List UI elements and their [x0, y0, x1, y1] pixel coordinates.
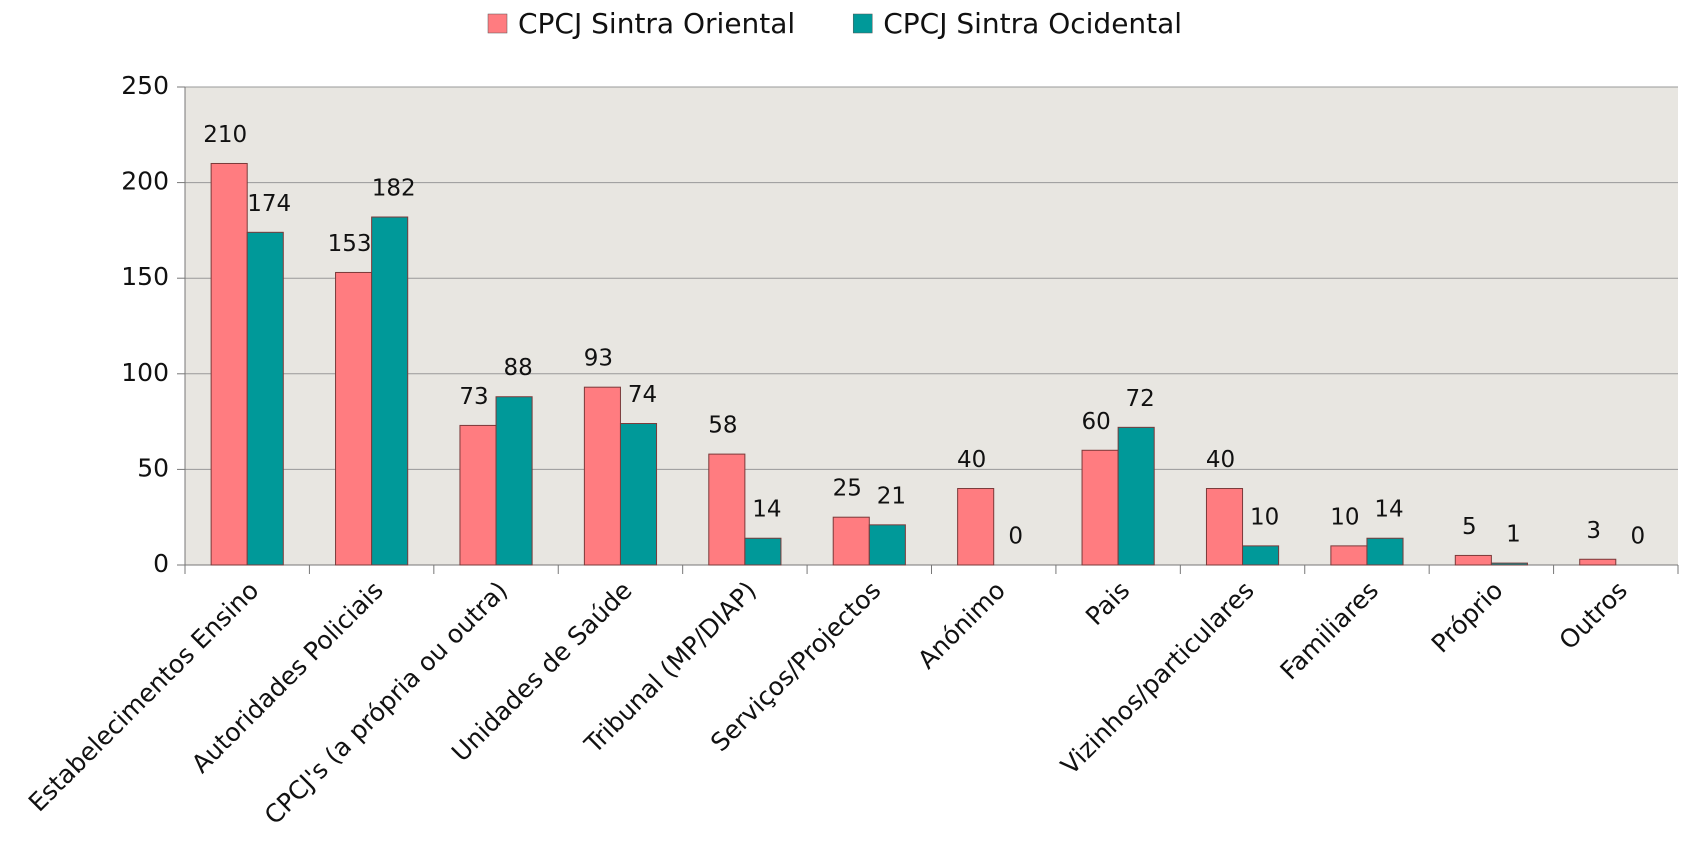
value-label: 10 — [1330, 504, 1359, 530]
bar — [1366, 537, 1404, 566]
bar — [1205, 488, 1244, 566]
value-label: 93 — [584, 346, 613, 372]
value-label: 182 — [372, 176, 416, 202]
value-label: 88 — [503, 355, 532, 381]
value-label: 0 — [1008, 524, 1023, 550]
value-label: 153 — [328, 231, 372, 257]
value-label: 5 — [1462, 514, 1477, 540]
x-tick-label: CPCJ's (a própria ou outra) — [259, 576, 513, 830]
value-label: 10 — [1250, 504, 1279, 530]
bar — [868, 524, 906, 566]
value-label: 174 — [247, 191, 291, 217]
value-label: 73 — [459, 384, 488, 410]
value-label: 1 — [1506, 522, 1521, 548]
bar — [619, 423, 658, 566]
bar — [459, 424, 497, 566]
value-label: 72 — [1126, 386, 1155, 412]
value-label: 210 — [203, 122, 247, 148]
value-label: 60 — [1081, 409, 1110, 435]
bar — [583, 386, 621, 566]
bar — [1117, 426, 1155, 566]
x-tick-label: Familiares — [1275, 576, 1385, 686]
value-label: 0 — [1631, 524, 1646, 550]
x-tick-label: Estabelecimentos Ensino — [23, 576, 265, 818]
y-tick-label: 200 — [121, 167, 169, 196]
legend-swatch — [487, 13, 508, 34]
value-label: 21 — [877, 483, 906, 509]
value-label: 74 — [628, 382, 657, 408]
bar — [371, 216, 409, 566]
x-tick-label: Pais — [1080, 576, 1135, 631]
bar — [708, 453, 746, 566]
bar — [246, 231, 284, 566]
y-tick-label: 250 — [121, 71, 169, 100]
x-tick-label: Próprio — [1426, 576, 1509, 659]
bar — [1242, 545, 1280, 566]
bar — [1454, 554, 1492, 566]
x-tick-label: Outros — [1554, 576, 1633, 655]
value-label: 25 — [833, 476, 862, 502]
bar — [744, 537, 782, 566]
plot-area — [185, 87, 1678, 565]
bar — [495, 396, 533, 566]
bar — [832, 516, 870, 566]
x-tick-label: Anónimo — [912, 576, 1011, 675]
y-tick-label: 150 — [121, 262, 169, 291]
bar — [1330, 545, 1368, 566]
y-tick-label: 50 — [137, 453, 169, 482]
value-label: 40 — [1206, 447, 1235, 473]
bar — [210, 162, 248, 566]
value-label: 58 — [708, 413, 737, 439]
bar — [1081, 449, 1119, 566]
legend-text: CPCJ Sintra Ocidental — [883, 7, 1182, 40]
bar — [335, 271, 373, 566]
legend-text: CPCJ Sintra Oriental — [518, 7, 795, 40]
bar — [1490, 562, 1528, 566]
value-label: 3 — [1586, 518, 1601, 544]
y-tick-label: 100 — [121, 358, 169, 387]
value-label: 14 — [1374, 497, 1403, 523]
legend-swatch — [852, 13, 873, 34]
bar — [957, 488, 995, 566]
value-label: 40 — [957, 447, 986, 473]
bar — [1579, 558, 1617, 566]
y-tick-label: 0 — [153, 549, 169, 578]
value-label: 14 — [752, 497, 781, 523]
